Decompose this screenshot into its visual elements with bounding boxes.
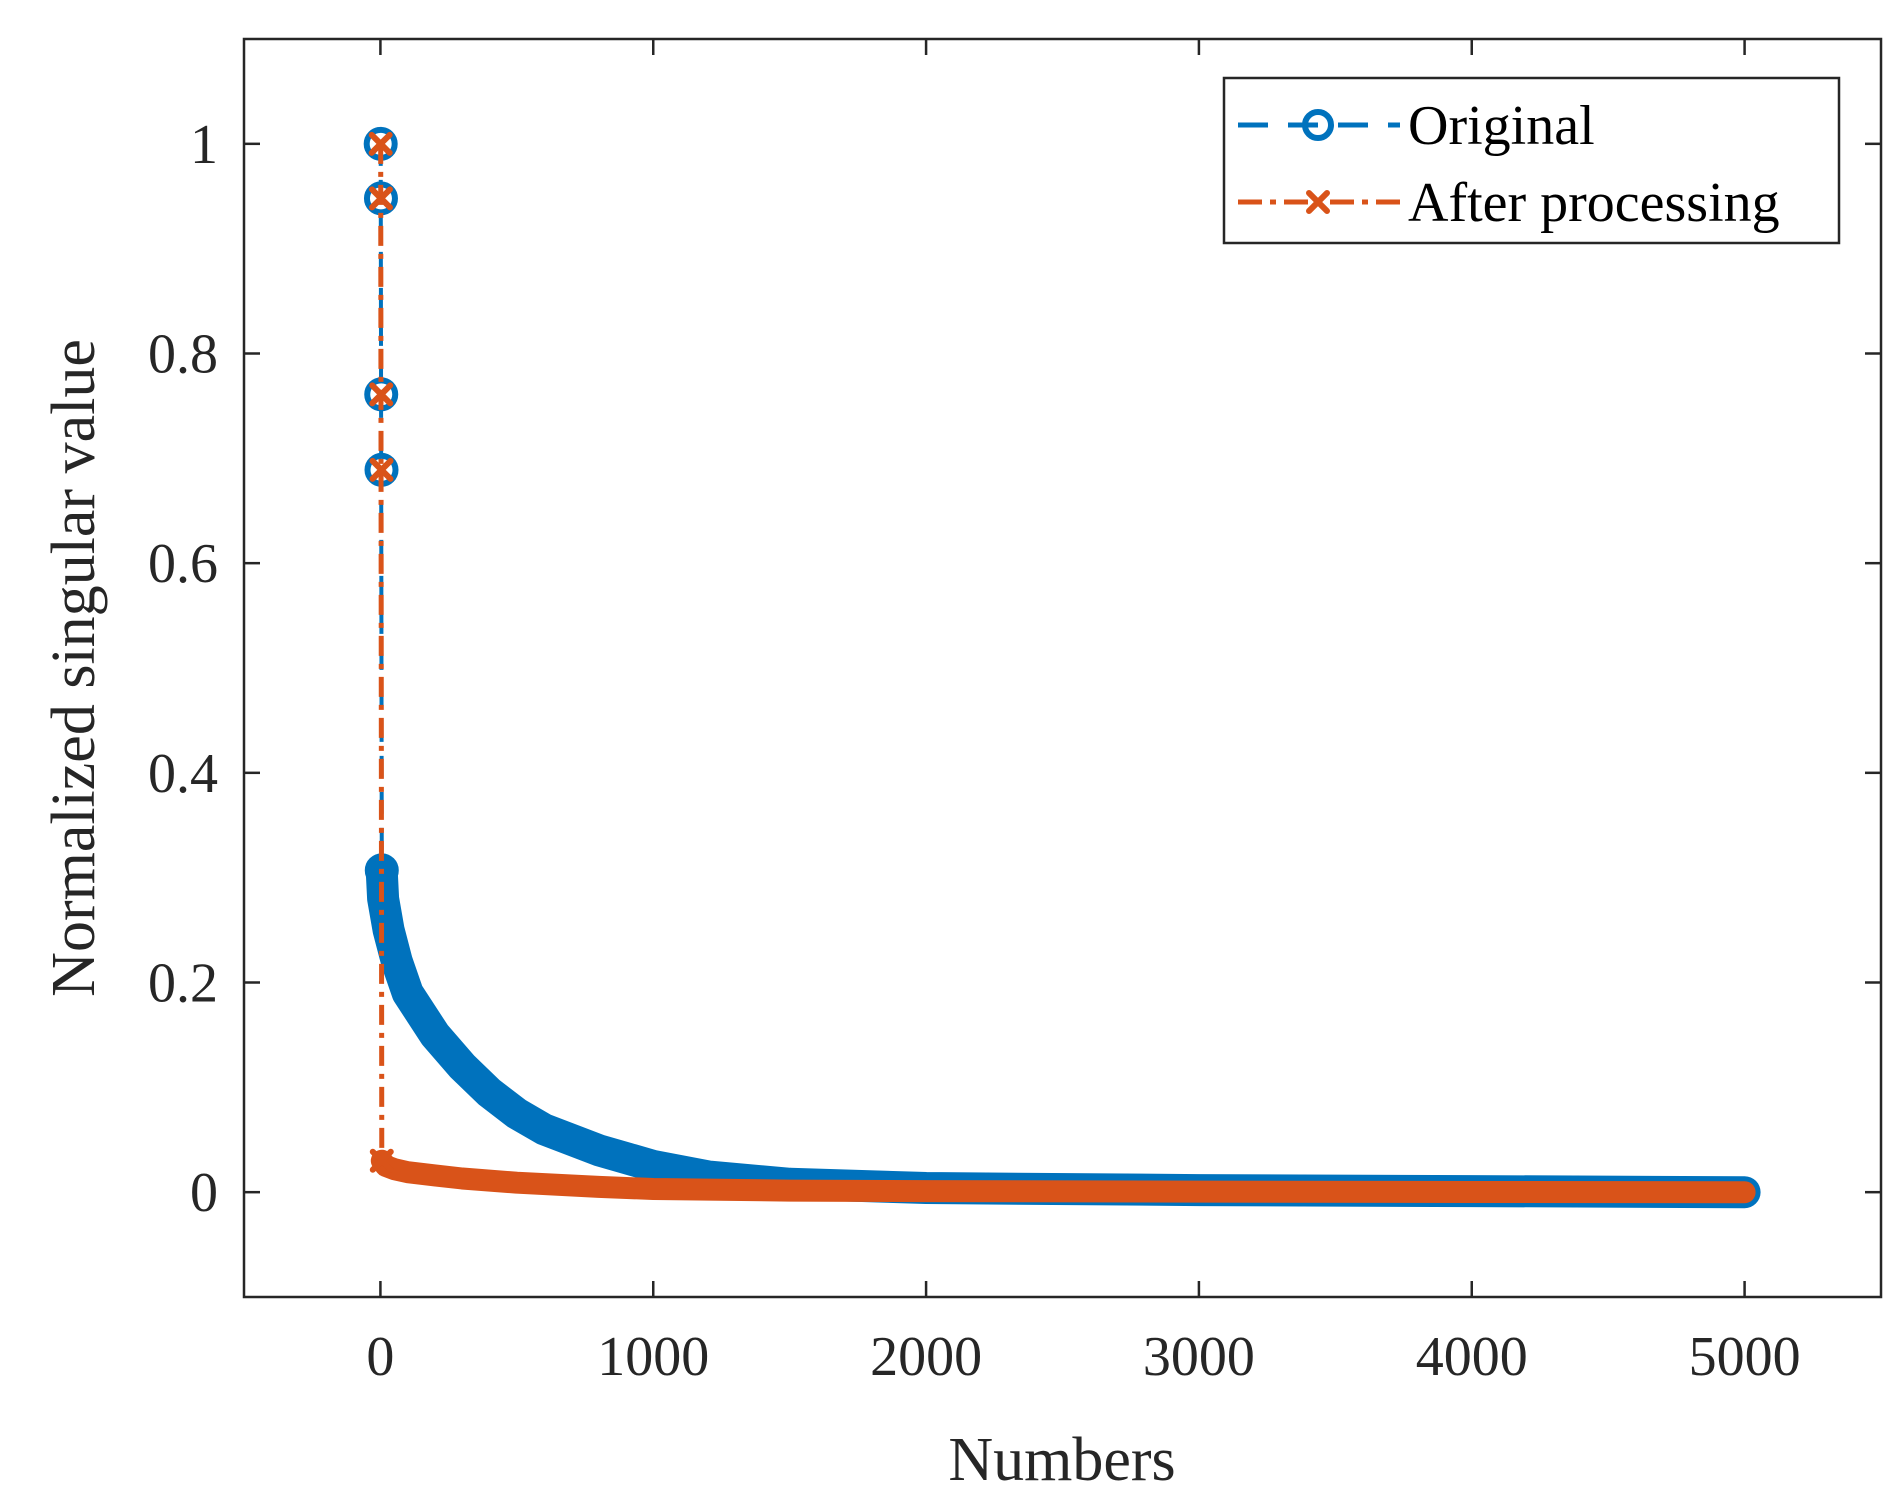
series-layer xyxy=(363,126,1761,1209)
x-tick-label: 1000 xyxy=(597,1326,709,1388)
y-tick-label: 0.6 xyxy=(148,533,218,595)
legend: Original After processing xyxy=(1222,76,1841,245)
ticks-layer: 0 1000 2000 3000 4000 5000 0 0.2 0.4 0.6 0.8 1 xyxy=(148,39,1881,1388)
after-processing-series-band xyxy=(370,1149,1756,1204)
original-series-line xyxy=(378,143,384,871)
y-tick-label: 0 xyxy=(190,1162,218,1224)
after-processing-marker xyxy=(369,457,394,482)
original-series-band xyxy=(365,856,1761,1209)
legend-marker-after-processing xyxy=(1306,190,1330,214)
legend-marker-original xyxy=(1302,109,1334,141)
legend-label: After processing xyxy=(1408,172,1780,234)
after-processing-series-line xyxy=(378,143,385,1161)
after-processing-marker xyxy=(369,1148,394,1173)
legend-label: Original xyxy=(1408,95,1595,157)
axes-box xyxy=(242,37,1883,1299)
original-marker xyxy=(363,181,398,216)
x-tick-label: 3000 xyxy=(1143,1326,1255,1388)
y-tick-label: 1 xyxy=(190,114,218,176)
x-tick-label: 5000 xyxy=(1689,1326,1801,1388)
x-tick-label: 4000 xyxy=(1416,1326,1528,1388)
y-tick-label: 0.8 xyxy=(148,324,218,386)
y-tick-label: 0.4 xyxy=(148,743,218,805)
x-tick-label: 2000 xyxy=(870,1326,982,1388)
after-processing-marker xyxy=(368,186,393,211)
x-axis-title: Numbers xyxy=(948,1426,1175,1494)
legend-box xyxy=(1222,76,1841,245)
after-processing-marker xyxy=(369,382,394,407)
x-tick-label: 0 xyxy=(366,1326,394,1388)
legend-entries: Original After processing xyxy=(1238,95,1780,234)
after-processing-marker xyxy=(368,131,393,156)
y-tick-label: 0.2 xyxy=(148,953,218,1015)
y-axis-title: Normalized singular value xyxy=(40,339,108,997)
